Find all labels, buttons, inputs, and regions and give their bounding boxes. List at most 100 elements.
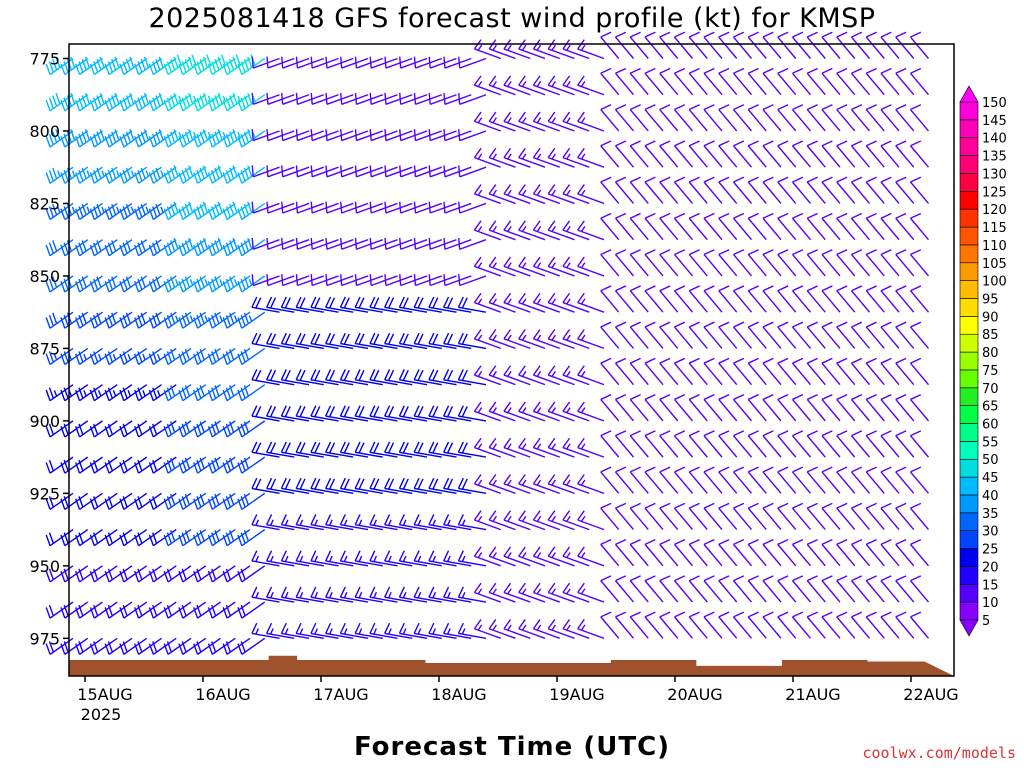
barb-full <box>202 56 209 68</box>
wind-barb <box>398 622 428 640</box>
wind-barb <box>237 529 266 547</box>
barb-full <box>78 206 84 218</box>
wind-barb <box>281 274 310 287</box>
barb-half <box>255 555 260 562</box>
wind-barb <box>806 285 826 313</box>
barb-full <box>792 212 804 219</box>
wind-barb <box>310 165 339 178</box>
barb-staff <box>659 435 679 458</box>
colorbar-swatch <box>959 119 979 139</box>
barb-full <box>629 394 641 401</box>
barb-full <box>45 462 51 474</box>
barb-full <box>52 131 58 143</box>
barb-full <box>78 278 84 290</box>
barb-full <box>600 502 612 509</box>
wind-barb <box>398 514 428 531</box>
barb-full <box>354 405 361 417</box>
wind-barb <box>732 140 753 168</box>
barb-full <box>125 167 132 179</box>
barb-full <box>152 351 158 363</box>
wind-barb <box>354 274 383 287</box>
barb-half <box>387 628 392 635</box>
barb-full <box>295 296 302 308</box>
credit-link[interactable]: coolwx.com/models <box>862 744 1016 762</box>
barb-staff <box>311 57 339 69</box>
barb-staff <box>821 326 841 349</box>
barb-full <box>413 405 420 417</box>
barb-full <box>688 357 700 364</box>
barb-full <box>806 140 818 147</box>
barb-full <box>181 133 187 145</box>
barb-full <box>629 357 641 364</box>
barb-staff <box>614 362 635 386</box>
barb-full <box>369 129 372 141</box>
barb-full <box>63 423 69 435</box>
barb-staff <box>659 326 679 349</box>
barb-half <box>387 519 392 526</box>
barb-half <box>402 591 407 599</box>
wind-barb <box>673 67 694 96</box>
barb-full <box>821 394 833 401</box>
barb-staff <box>895 109 915 132</box>
x-tick-label: 16AUG <box>195 685 250 704</box>
barb-full <box>134 208 140 220</box>
barb-full <box>137 459 143 472</box>
barb-half <box>521 44 527 51</box>
barb-staff <box>895 36 915 59</box>
barb-full <box>851 249 863 256</box>
barb-full <box>836 212 848 219</box>
barb-full <box>762 466 774 473</box>
barb-full <box>836 466 848 473</box>
barb-full <box>188 201 194 213</box>
barb-full <box>762 357 774 364</box>
barb-full <box>532 329 541 340</box>
barb-full <box>733 575 745 582</box>
barb-full <box>836 611 848 618</box>
barb-staff <box>385 166 413 178</box>
barb-staff <box>865 290 885 313</box>
barb-full <box>806 575 818 582</box>
barb-full <box>152 133 158 145</box>
barb-staff <box>718 471 738 494</box>
barb-staff <box>791 290 812 313</box>
barb-staff <box>341 239 369 250</box>
barb-full <box>63 242 69 254</box>
barb-staff <box>341 275 369 287</box>
barb-full <box>615 249 627 256</box>
barb-full <box>75 172 81 184</box>
x-year-label: 2025 <box>81 705 122 724</box>
barb-staff <box>777 254 797 277</box>
barb-staff <box>850 471 871 494</box>
barb-full <box>114 92 120 105</box>
barb-half <box>446 555 451 562</box>
barb-full <box>600 575 612 582</box>
wind-barb <box>532 75 560 96</box>
barb-half <box>507 189 512 196</box>
barb-full <box>547 329 556 340</box>
barb-full <box>48 170 54 182</box>
wind-barb <box>339 369 369 386</box>
wind-barb <box>280 296 310 313</box>
barb-staff <box>282 239 310 250</box>
barb-full <box>143 56 150 68</box>
barb-staff <box>865 145 885 168</box>
barb-full <box>387 442 395 454</box>
barb-full <box>659 502 671 509</box>
wind-barb <box>325 550 354 567</box>
wind-barb <box>458 92 487 105</box>
barb-full <box>387 478 395 490</box>
barb-half <box>142 353 146 361</box>
barb-staff <box>732 398 753 422</box>
barb-full <box>310 129 313 141</box>
barb-full <box>134 570 140 583</box>
barb-full <box>851 357 863 364</box>
barb-full <box>792 466 804 473</box>
wind-barb <box>747 538 767 567</box>
barb-full <box>503 437 512 448</box>
barb-full <box>104 317 110 329</box>
barb-half <box>521 153 527 160</box>
wind-barb <box>895 249 915 277</box>
barb-staff <box>659 507 679 531</box>
barb-full <box>373 297 380 309</box>
barb-half <box>387 591 392 599</box>
